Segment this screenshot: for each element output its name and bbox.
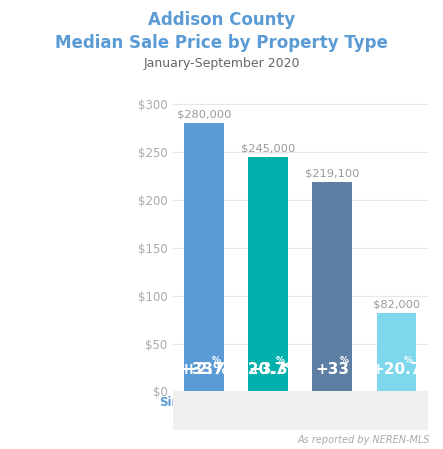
Text: +3.3: +3.3	[249, 362, 288, 377]
Bar	[173, 392, 428, 430]
Bar	[249, 157, 288, 392]
Text: Median Sale Price by Property Type: Median Sale Price by Property Type	[55, 34, 388, 52]
Text: %: %	[340, 356, 349, 365]
Text: +33: +33	[315, 362, 350, 377]
Text: +20.7: +20.7	[371, 362, 422, 377]
Text: +3.3%: +3.3%	[113, 362, 167, 377]
Text: +2.7%: +2.7%	[48, 362, 103, 377]
Text: +33%: +33%	[179, 362, 229, 377]
Text: +2.7: +2.7	[184, 362, 224, 377]
Text: %: %	[212, 356, 221, 365]
Text: $219,100: $219,100	[305, 168, 360, 178]
Text: %: %	[276, 356, 285, 365]
Bar	[377, 313, 416, 392]
Text: $82,000: $82,000	[373, 299, 420, 309]
Text: Addison County: Addison County	[148, 11, 295, 29]
Text: January-September 2020: January-September 2020	[143, 57, 300, 70]
Text: $245,000: $245,000	[241, 143, 295, 154]
Bar	[184, 123, 224, 392]
Bar	[312, 181, 352, 392]
Text: As reported by NEREN-MLS: As reported by NEREN-MLS	[297, 435, 430, 445]
Text: +20.7%: +20.7%	[235, 362, 301, 377]
Text: $280,000: $280,000	[177, 110, 231, 120]
Text: %: %	[404, 356, 413, 365]
